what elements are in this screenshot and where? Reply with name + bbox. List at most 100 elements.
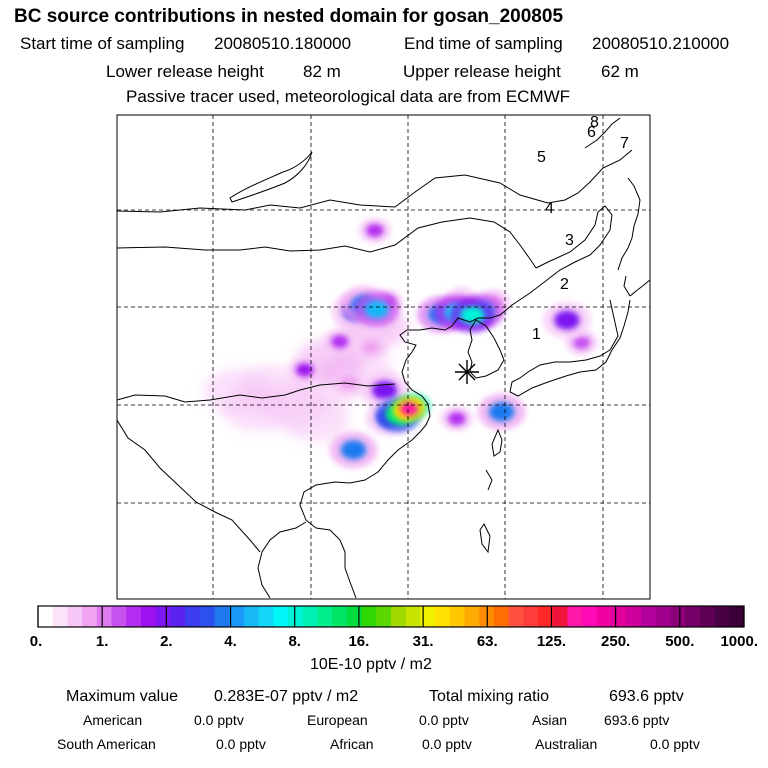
colorbar-cell <box>523 606 539 627</box>
region-label-3: 3 <box>565 232 574 249</box>
colorbar-units: 10E-10 pptv / m2 <box>310 656 432 673</box>
colorbar-tick-label: 1. <box>96 633 109 650</box>
concentration-cell <box>340 440 367 460</box>
region-labels: 1 2 3 4 5 6 7 8 <box>532 114 629 343</box>
colorbar-cell <box>214 606 230 627</box>
colorbar-cell <box>493 606 510 627</box>
colorbar-cell <box>140 606 157 627</box>
upper-height-value: 62 m <box>601 62 639 81</box>
concentration-cell <box>339 375 358 390</box>
concentration-cell <box>572 336 591 350</box>
coastline-philippines <box>485 428 503 491</box>
african-value: 0.0 pptv <box>422 736 472 752</box>
colorbar-cell <box>258 606 274 627</box>
colorbar-tick-label: 31. <box>413 633 434 650</box>
colorbar-cell <box>699 606 716 627</box>
concentration-cell <box>400 402 418 416</box>
coastline-china-border-north <box>117 217 537 269</box>
region-label-5: 5 <box>537 149 546 166</box>
upper-height-label: Upper release height <box>403 62 561 81</box>
end-time-value: 20080510.210000 <box>592 34 730 53</box>
tracer-note: Passive tracer used, meteorological data… <box>126 87 571 106</box>
coastline-kamchatka <box>584 117 621 149</box>
start-time-label: Start time of sampling <box>20 34 185 53</box>
colorbar-cell <box>464 606 480 627</box>
colorbar-cells <box>38 606 745 627</box>
colorbar-cell <box>391 606 407 627</box>
receptor-asterisk-icon <box>455 360 479 384</box>
map-frame <box>116 114 651 600</box>
max-value: 0.283E-07 pptv / m2 <box>214 688 359 705</box>
colorbar-cell <box>52 606 68 627</box>
colorbar-cell <box>67 606 83 627</box>
lower-height-label: Lower release height <box>106 62 264 81</box>
colorbar-cell <box>170 606 186 627</box>
concentration-layer <box>288 217 599 469</box>
colorbar-cell <box>346 606 363 627</box>
haze-patch <box>203 369 272 414</box>
colorbar-cell <box>596 606 613 627</box>
lower-height-value: 82 m <box>303 62 341 81</box>
coastline-hokkaido <box>623 275 650 297</box>
concentration-cell <box>447 412 466 426</box>
colorbar-cell <box>302 606 318 627</box>
colorbar-cell <box>185 606 201 627</box>
coastline-northern-russia <box>117 149 633 213</box>
colorbar-tick-label: 4. <box>224 633 237 650</box>
colorbar-cell <box>449 606 466 627</box>
region-label-8: 8 <box>590 114 599 131</box>
region-label-6: 6 <box>587 124 596 141</box>
start-time-value: 20080510.180000 <box>214 34 352 53</box>
coastline-western-interior <box>117 382 396 403</box>
colorbar-tick-label: 63. <box>477 633 498 650</box>
colorbar-cell <box>582 606 598 627</box>
colorbar-cell <box>126 606 142 627</box>
coastline-japan <box>509 299 631 397</box>
figure-title: BC source contributions in nested domain… <box>14 6 564 27</box>
colorbar-cell <box>508 606 524 627</box>
total-mixing-label: Total mixing ratio <box>429 688 550 705</box>
colorbar-cell <box>714 606 730 627</box>
colorbar-tick-label: 8. <box>288 633 301 650</box>
asian-value: 693.6 pptv <box>604 712 670 728</box>
colorbar-cell <box>729 606 745 627</box>
colorbar-cell <box>420 606 436 627</box>
european-value: 0.0 pptv <box>419 712 469 728</box>
coastline-southeast-asia <box>315 527 357 599</box>
colorbar-tick-label: 16. <box>348 633 369 650</box>
colorbar-cell <box>361 606 377 627</box>
region-label-4: 4 <box>545 200 554 217</box>
american-label: American <box>83 712 143 728</box>
coastline-taiwan <box>479 523 491 554</box>
colorbar-cell <box>567 606 583 627</box>
region-label-1: 1 <box>532 326 541 343</box>
colorbar-cell <box>243 606 260 627</box>
lat-lon-grid <box>117 115 650 599</box>
coastline-mainland-east <box>299 205 613 529</box>
concentration-cell <box>460 306 485 325</box>
colorbar-cell <box>111 606 127 627</box>
coastline-south-borders <box>117 419 261 553</box>
colorbar-cell <box>332 606 348 627</box>
coastlines <box>117 117 650 599</box>
colorbar-cell <box>405 606 421 627</box>
concentration-cell <box>554 310 580 330</box>
concentration-cell <box>362 340 380 355</box>
coastline-peninsula-south <box>257 521 307 599</box>
concentration-cell <box>488 402 515 422</box>
south-american-value: 0.0 pptv <box>216 736 266 752</box>
colorbar-tick-label: 125. <box>537 633 566 650</box>
colorbar-cell <box>685 606 701 627</box>
concentration-cell <box>295 363 314 377</box>
colorbar-cell <box>552 606 568 627</box>
asian-label: Asian <box>532 712 568 728</box>
coastline-sakhalin <box>617 177 641 271</box>
end-time-label: End time of sampling <box>404 34 563 53</box>
colorbar-cell <box>670 606 686 627</box>
colorbar-cell <box>38 606 54 627</box>
colorbar-tick-label: 250. <box>601 633 630 650</box>
colorbar-cell <box>641 606 657 627</box>
colorbar-cell <box>655 606 671 627</box>
